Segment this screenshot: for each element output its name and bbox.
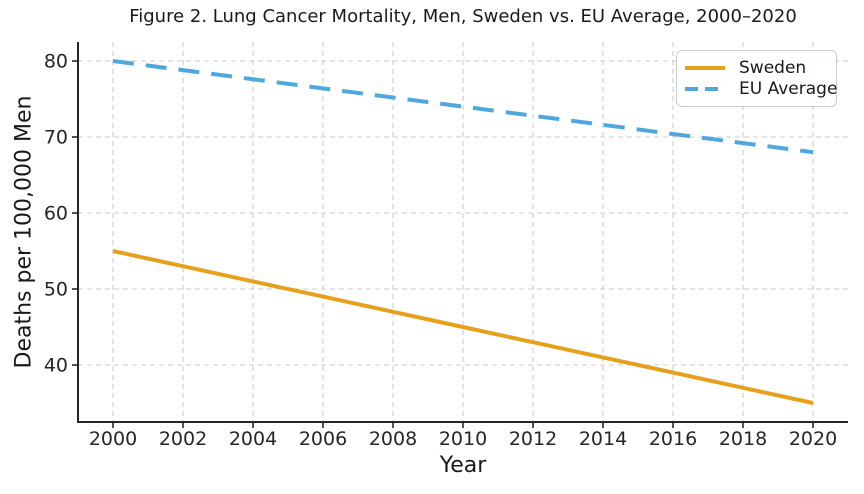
series-line-sweden: [112, 249, 814, 405]
x-tick-label-2004: 2004: [229, 428, 277, 450]
x-tick-label-2016: 2016: [649, 428, 697, 450]
legend-label-sweden: Sweden: [739, 57, 807, 78]
x-tick-label-2012: 2012: [509, 428, 557, 450]
y-axis-label: Deaths per 100,000 Men: [11, 95, 37, 369]
series-line-eu-average: [112, 59, 814, 155]
x-tick-label-2008: 2008: [369, 428, 417, 450]
x-tick-label-2010: 2010: [439, 428, 487, 450]
x-tick-label-2014: 2014: [579, 428, 627, 450]
y-tick-label-80: 80: [44, 51, 68, 73]
legend: Sweden EU Average: [676, 50, 837, 107]
eu-average-line-swatch: [685, 87, 725, 92]
legend-entry-eu-average: EU Average: [685, 79, 837, 101]
x-tick-label-2020: 2020: [789, 428, 837, 450]
y-tick-label-50: 50: [44, 279, 68, 301]
x-axis-label: Year: [439, 453, 487, 478]
y-tick-label-70: 70: [44, 127, 68, 149]
legend-entry-sweden: Sweden: [685, 57, 826, 79]
chart-title: Figure 2. Lung Cancer Mortality, Men, Sw…: [129, 6, 797, 27]
legend-label-eu-average: EU Average: [739, 79, 838, 100]
x-tick-label-2002: 2002: [159, 428, 207, 450]
x-tick-label-2000: 2000: [89, 428, 137, 450]
y-tick-label-40: 40: [44, 355, 68, 377]
y-tick-label-60: 60: [44, 203, 68, 225]
x-tick-label-2018: 2018: [719, 428, 767, 450]
sweden-line-swatch: [685, 65, 725, 70]
x-tick-label-2006: 2006: [299, 428, 347, 450]
